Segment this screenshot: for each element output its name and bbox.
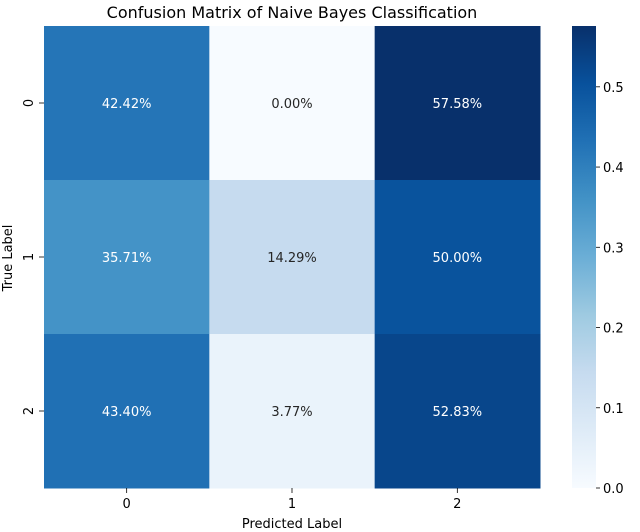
colorbar-tick-label: 0.5 [603, 81, 624, 96]
colorbar-tick-label: 0.4 [603, 161, 624, 176]
heatmap-cell-r1-c1 [209, 180, 376, 335]
heatmap-cell-r1-c0 [44, 180, 210, 335]
y-axis-label: True Label [1, 225, 16, 293]
y-tick-label-1: 1 [22, 253, 37, 261]
heatmap-cell-r2-c2 [374, 334, 541, 489]
cell-label-r0-c2: 57.58% [433, 97, 483, 112]
colorbar-tick-label: 0.2 [603, 322, 624, 337]
heatmap-cell-r2-c0 [44, 334, 210, 489]
heatmap-cell-r2-c1 [209, 334, 376, 489]
cell-label-r2-c2: 52.83% [433, 405, 483, 420]
x-axis-label: Predicted Label [242, 517, 342, 532]
heatmap-cell-r0-c1 [209, 26, 376, 181]
colorbar-ticks: 0.0 0.1 0.2 0.3 0.4 0.5 [596, 81, 624, 497]
heatmap-cell-labels: 42.42% 0.00% 57.58% 35.71% 14.29% 50.00% 43.40… [102, 97, 482, 420]
colorbar [572, 26, 596, 488]
x-axis-ticks: 0 1 2 [123, 488, 461, 512]
cell-label-r0-c0: 42.42% [102, 97, 152, 112]
heatmap-cell-r1-c2 [374, 180, 541, 335]
cell-label-r2-c1: 3.77% [271, 405, 312, 420]
y-axis-ticks: 0 1 2 [22, 99, 44, 415]
cell-label-r1-c2: 50.00% [433, 251, 483, 266]
heatmap-cell-r0-c0 [44, 26, 210, 181]
y-tick-label-2: 2 [22, 407, 37, 415]
colorbar-tick-label: 0.1 [603, 402, 624, 417]
cell-label-r1-c0: 35.71% [102, 251, 152, 266]
cell-label-r2-c0: 43.40% [102, 405, 152, 420]
colorbar-tick-label: 0.3 [603, 241, 624, 256]
x-tick-label-1: 1 [288, 497, 296, 512]
chart-title: Confusion Matrix of Naive Bayes Classifi… [107, 3, 478, 22]
cell-label-r0-c1: 0.00% [271, 97, 312, 112]
y-tick-label-0: 0 [22, 99, 37, 107]
heatmap-cells [44, 26, 541, 489]
cell-label-r1-c1: 14.29% [267, 251, 317, 266]
x-tick-label-0: 0 [123, 497, 131, 512]
x-tick-label-2: 2 [453, 497, 461, 512]
colorbar-tick-label: 0.0 [603, 482, 624, 497]
heatmap-cell-r0-c2 [374, 26, 541, 181]
